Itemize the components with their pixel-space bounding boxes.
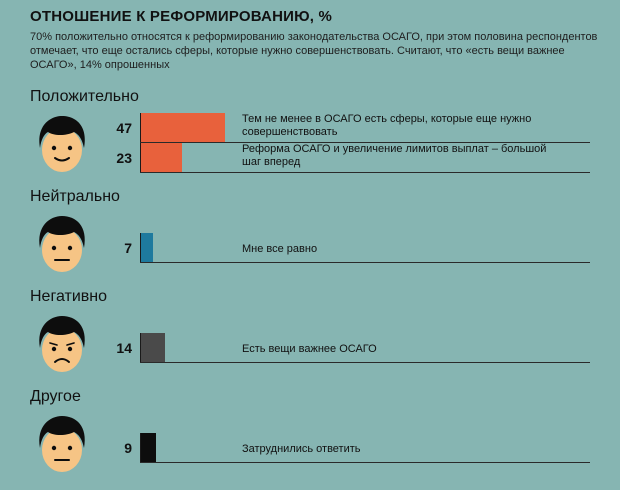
bar-row: 14 Есть вещи важнее ОСАГО	[108, 333, 590, 363]
row-divider	[140, 262, 590, 263]
bar	[140, 233, 153, 263]
row-divider	[140, 142, 590, 143]
bar-description: Есть вещи важнее ОСАГО	[242, 343, 377, 355]
bar-value-label: 47	[116, 120, 132, 136]
bar-value-label: 14	[116, 340, 132, 356]
row-divider	[140, 362, 590, 363]
row-divider	[140, 172, 590, 173]
group-label-neutral: Нейтрально	[30, 188, 120, 205]
chart-title: ОТНОШЕНИЕ К РЕФОРМИРОВАНИЮ, %	[30, 8, 333, 25]
bar-description: Затруднились ответить	[242, 443, 361, 455]
bar-value-label: 9	[124, 440, 132, 456]
bar	[140, 113, 226, 143]
smiling-face-icon	[39, 116, 85, 172]
sad-face-icon	[39, 316, 85, 372]
group-label-positive: Положительно	[30, 88, 139, 105]
bar-description: Мне все равно	[242, 243, 318, 255]
bar-description: Реформа ОСАГО и увеличение лимитов выпла…	[242, 143, 547, 168]
bar-row: 23 Реформа ОСАГО и увеличение лимитов вы…	[108, 143, 590, 173]
bar-row: 47 Тем не менее в ОСАГО есть сферы, кото…	[108, 113, 590, 143]
bar	[140, 433, 157, 463]
group-label-negative: Негативно	[30, 288, 107, 305]
bar-value-label: 7	[124, 240, 132, 256]
bar-description: Тем не менее в ОСАГО есть сферы, которые…	[242, 113, 532, 138]
row-divider	[140, 462, 590, 463]
bar-value-label: 23	[116, 150, 132, 166]
chart-subtitle: 70% положительно относятся к реформирова…	[30, 31, 598, 71]
bar	[140, 143, 182, 173]
bar	[140, 333, 166, 363]
neutral-face-icon	[39, 216, 85, 272]
bar-row: 7 Мне все равно	[108, 233, 590, 263]
group-label-other: Другое	[30, 388, 81, 405]
bar-row: 9 Затруднились ответить	[108, 433, 590, 463]
neutral-face-icon	[39, 416, 85, 472]
